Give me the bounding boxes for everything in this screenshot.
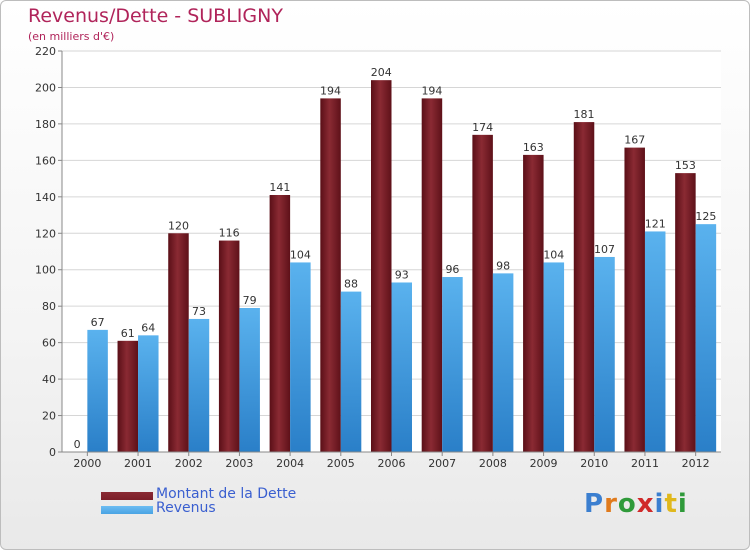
chart-subtitle: (en milliers d'€) bbox=[28, 30, 115, 43]
data-label: 194 bbox=[320, 84, 341, 97]
data-label: 141 bbox=[269, 181, 290, 194]
logo-letter: P bbox=[584, 489, 605, 519]
data-label: 104 bbox=[290, 248, 311, 261]
x-tick-label: 2011 bbox=[631, 457, 659, 470]
data-label: 96 bbox=[445, 263, 459, 276]
data-label: 88 bbox=[344, 278, 358, 291]
bar-dette bbox=[117, 340, 139, 452]
data-label: 204 bbox=[371, 66, 392, 79]
x-tick-label: 2010 bbox=[580, 457, 608, 470]
data-label: 174 bbox=[472, 121, 493, 134]
bar-revenus bbox=[492, 273, 514, 452]
bar-dette bbox=[573, 122, 595, 452]
logo-letter: x bbox=[636, 489, 655, 519]
bar-dette bbox=[371, 80, 392, 452]
x-tick-label: 2001 bbox=[124, 457, 152, 470]
data-label: 194 bbox=[421, 84, 442, 97]
logo-letter: t bbox=[664, 489, 678, 519]
bar-revenus bbox=[138, 335, 159, 452]
data-label: 73 bbox=[192, 305, 206, 318]
data-label: 125 bbox=[695, 210, 716, 223]
y-tick-label: 200 bbox=[35, 81, 56, 94]
legend-label-revenus: Revenus bbox=[156, 500, 216, 516]
data-label: 153 bbox=[675, 159, 696, 172]
x-tick-label: 2005 bbox=[327, 457, 355, 470]
data-label: 163 bbox=[523, 141, 544, 154]
bar-dette bbox=[624, 147, 645, 452]
legend-label-dette: Montant de la Dette bbox=[156, 486, 297, 502]
x-tick-label: 2012 bbox=[682, 457, 710, 470]
x-tick-label: 2003 bbox=[225, 457, 253, 470]
y-tick-label: 220 bbox=[35, 45, 56, 58]
y-tick-label: 100 bbox=[35, 264, 56, 277]
y-tick-label: 180 bbox=[35, 118, 56, 131]
bar-revenus bbox=[188, 318, 210, 452]
bar-dette bbox=[472, 134, 493, 452]
legend-swatch-revenus bbox=[101, 506, 153, 514]
y-tick-label: 160 bbox=[35, 154, 56, 167]
logo-letter: r bbox=[604, 489, 618, 519]
x-tick-label: 2009 bbox=[530, 457, 558, 470]
y-tick-label: 140 bbox=[35, 191, 56, 204]
bar-revenus bbox=[391, 282, 412, 452]
legend-swatch-dette bbox=[101, 492, 153, 500]
data-label: 0 bbox=[74, 438, 81, 451]
bar-revenus bbox=[87, 329, 108, 452]
y-tick-label: 40 bbox=[42, 373, 56, 386]
x-tick-label: 2006 bbox=[378, 457, 406, 470]
bar-dette bbox=[320, 98, 341, 453]
y-tick-label: 0 bbox=[49, 446, 56, 459]
bar-revenus bbox=[290, 262, 311, 452]
bar-dette bbox=[168, 233, 189, 452]
bar-dette bbox=[269, 194, 291, 452]
bar-revenus bbox=[340, 291, 362, 452]
bar-dette bbox=[218, 240, 240, 452]
x-tick-label: 2007 bbox=[428, 457, 456, 470]
bar-revenus bbox=[644, 231, 666, 452]
logo-letter: i bbox=[654, 489, 665, 519]
bar-revenus bbox=[695, 224, 717, 452]
data-label: 107 bbox=[594, 243, 615, 256]
bar-revenus bbox=[442, 277, 463, 452]
data-label: 93 bbox=[395, 268, 409, 281]
y-tick-label: 60 bbox=[42, 337, 56, 350]
data-label: 61 bbox=[121, 327, 135, 340]
bar-revenus bbox=[594, 256, 615, 452]
chart-title: Revenus/Dette - SUBLIGNY bbox=[28, 5, 283, 27]
data-label: 104 bbox=[543, 248, 564, 261]
y-tick-label: 80 bbox=[42, 300, 56, 313]
x-tick-label: 2008 bbox=[479, 457, 507, 470]
proxiti-logo: Proxiti bbox=[584, 489, 688, 519]
data-label: 67 bbox=[91, 316, 105, 329]
bar-revenus bbox=[543, 262, 565, 452]
x-tick-label: 2002 bbox=[175, 457, 203, 470]
data-label: 98 bbox=[496, 259, 510, 272]
logo-letter: i bbox=[677, 489, 688, 519]
y-tick-label: 120 bbox=[35, 227, 56, 240]
data-label: 121 bbox=[645, 217, 666, 230]
bar-dette bbox=[523, 154, 544, 453]
data-label: 181 bbox=[574, 108, 595, 121]
bar-dette bbox=[675, 173, 696, 452]
x-tick-label: 2004 bbox=[276, 457, 304, 470]
data-label: 79 bbox=[243, 294, 257, 307]
bar-dette bbox=[421, 98, 443, 453]
y-tick-label: 20 bbox=[42, 410, 56, 423]
data-label: 120 bbox=[168, 219, 189, 232]
data-label: 116 bbox=[219, 227, 240, 240]
bar-revenus bbox=[239, 308, 260, 452]
data-label: 167 bbox=[624, 134, 645, 147]
logo-letter: o bbox=[617, 489, 637, 519]
data-label: 64 bbox=[141, 321, 155, 334]
x-tick-label: 2000 bbox=[73, 457, 101, 470]
